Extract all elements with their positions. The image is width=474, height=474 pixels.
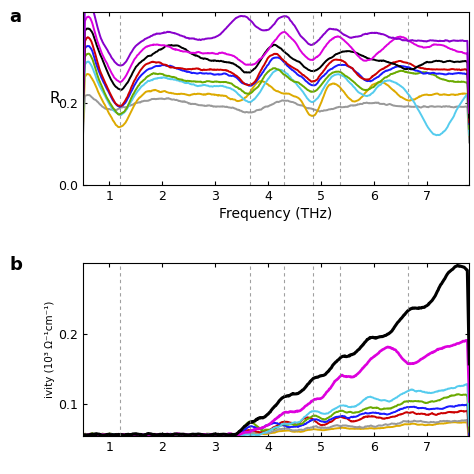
Text: b: b <box>9 256 22 274</box>
Y-axis label: ivity (10³ Ω⁻¹cm⁻¹): ivity (10³ Ω⁻¹cm⁻¹) <box>46 301 55 398</box>
X-axis label: Frequency (THz): Frequency (THz) <box>219 207 333 221</box>
Text: a: a <box>9 9 21 27</box>
Y-axis label: R: R <box>50 91 61 106</box>
